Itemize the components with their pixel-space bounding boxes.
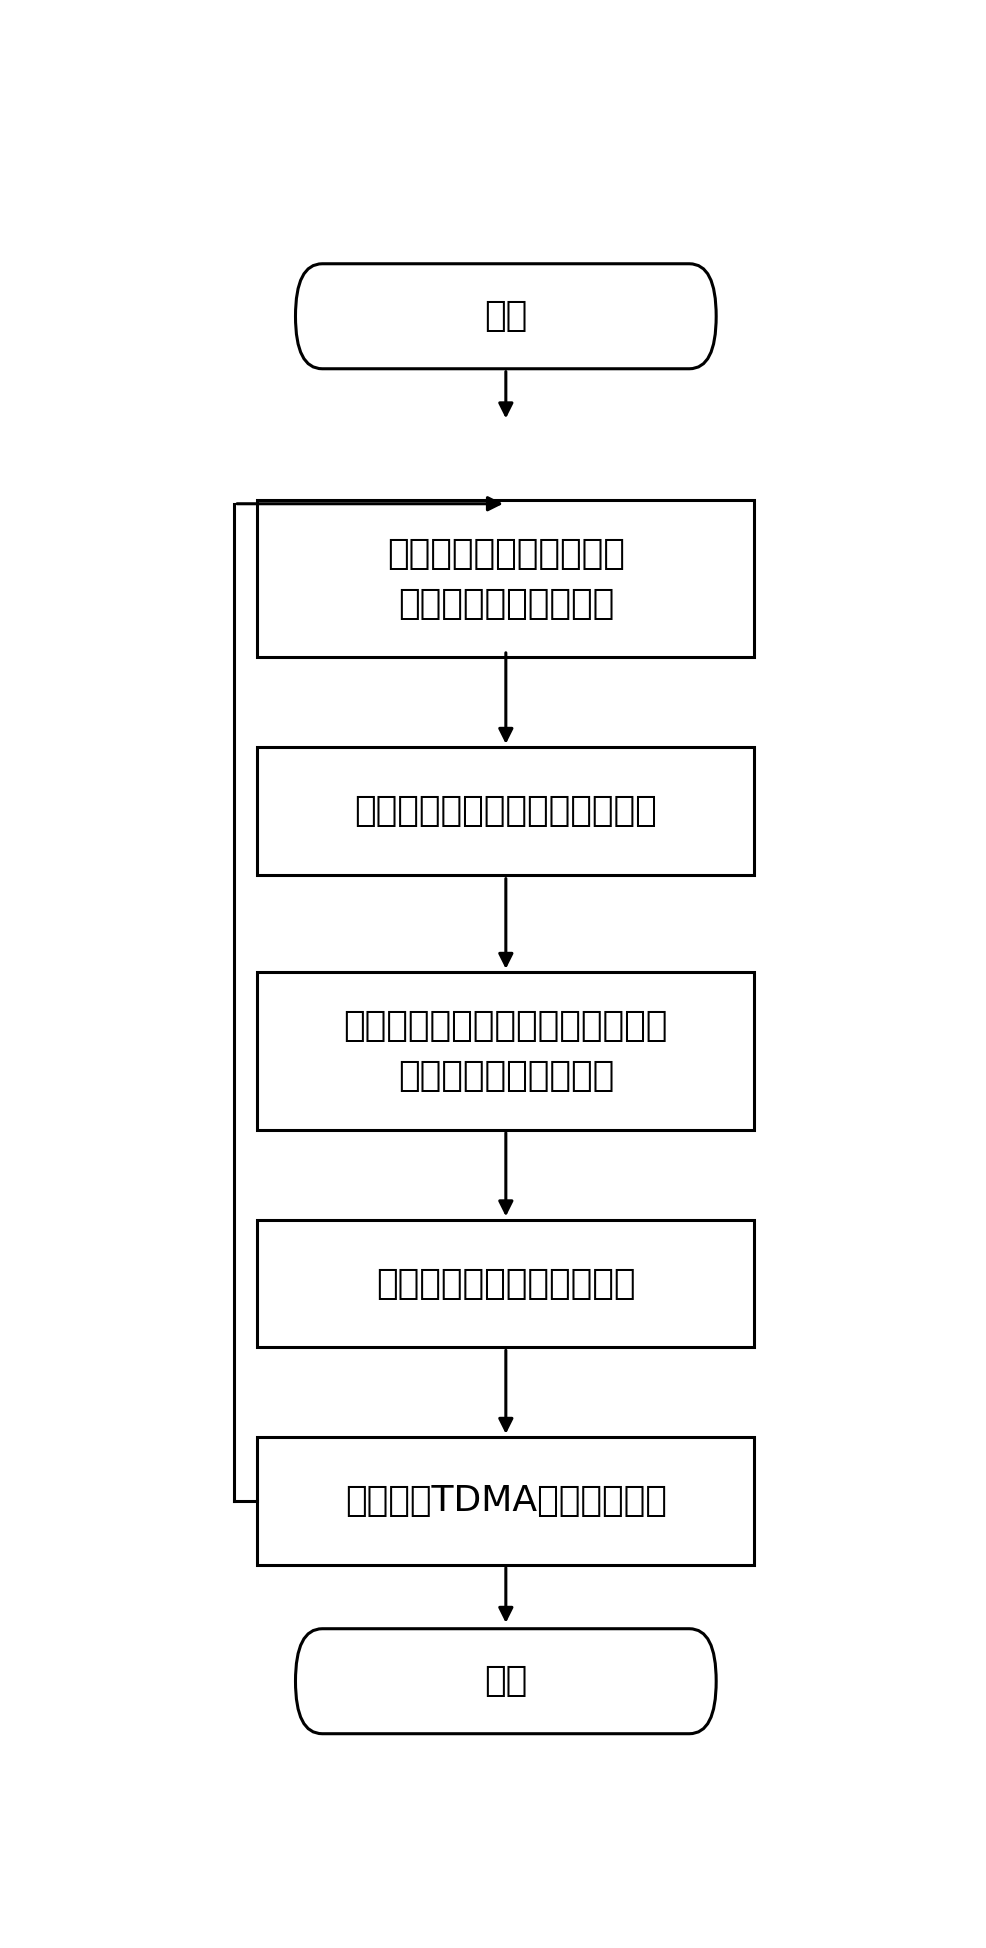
Text: 建立数据链异构网网络拓扑矩阵: 建立数据链异构网网络拓扑矩阵 xyxy=(354,795,657,828)
Text: 优化基于TDMA数据链异构网: 优化基于TDMA数据链异构网 xyxy=(344,1484,667,1517)
Text: 计算数据链异构网网络中
每条链路的传输误码率: 计算数据链异构网网络中 每条链路的传输误码率 xyxy=(387,536,624,621)
Text: 结束: 结束 xyxy=(484,1664,527,1699)
Text: 测量数据传输的端到端时延: 测量数据传输的端到端时延 xyxy=(376,1266,635,1301)
FancyBboxPatch shape xyxy=(257,1219,753,1348)
Text: 计算端到端数据传输的最小跳数，
并记录所有的中继节点: 计算端到端数据传输的最小跳数， 并记录所有的中继节点 xyxy=(343,1009,668,1093)
Text: 开始: 开始 xyxy=(484,300,527,333)
FancyBboxPatch shape xyxy=(295,1629,716,1734)
FancyBboxPatch shape xyxy=(257,501,753,658)
FancyBboxPatch shape xyxy=(295,263,716,368)
FancyBboxPatch shape xyxy=(257,748,753,875)
FancyBboxPatch shape xyxy=(257,972,753,1130)
FancyBboxPatch shape xyxy=(257,1438,753,1564)
